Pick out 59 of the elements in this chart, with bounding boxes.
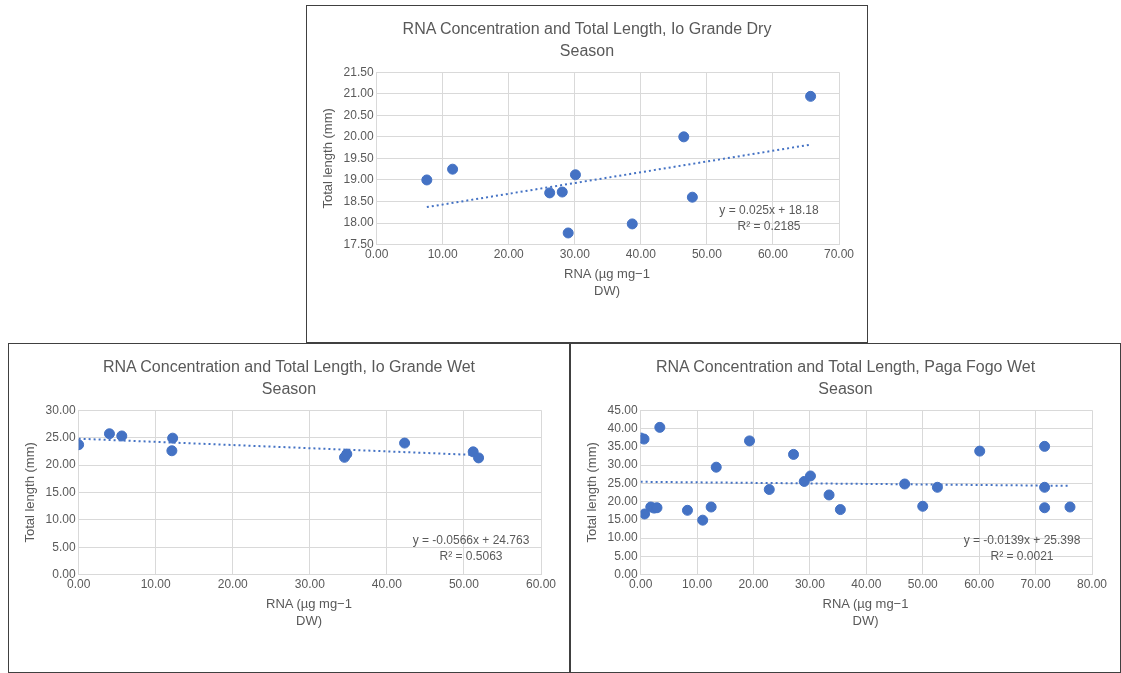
y-tick-label: 20.00 xyxy=(607,493,638,508)
annotation: R² = 0.0021 xyxy=(990,548,1054,563)
annotation: R² = 0.2185 xyxy=(737,218,801,233)
x-tick-label: 70.00 xyxy=(823,247,855,262)
y-tick-label: 20.50 xyxy=(343,107,374,122)
y-tick-label: 20.00 xyxy=(45,457,76,472)
x-tick-label: 10.00 xyxy=(140,577,172,592)
y-tick-label: 19.50 xyxy=(343,150,374,165)
x-tick-label: 30.00 xyxy=(559,247,591,262)
x-tick-label: 50.00 xyxy=(907,577,939,592)
y-tick-label: 18.50 xyxy=(343,193,374,208)
y-tick-label: 15.00 xyxy=(607,512,638,527)
y-tick-label: 15.00 xyxy=(45,484,76,499)
annotation: y = -0.0139x + 25.398 xyxy=(963,532,1081,547)
x-tick-label: 40.00 xyxy=(371,577,403,592)
y-tick-label: 30.00 xyxy=(45,402,76,417)
x-tick-label: 60.00 xyxy=(757,247,789,262)
x-tick-label: 40.00 xyxy=(851,577,882,592)
y-tick-label: 45.00 xyxy=(607,402,638,417)
y-tick-label: 5.00 xyxy=(52,539,76,554)
y-tick-label: 5.00 xyxy=(614,548,638,563)
y-tick-label: 40.00 xyxy=(607,420,638,435)
x-tick-label: 30.00 xyxy=(794,577,826,592)
y-tick-label: 35.00 xyxy=(607,439,638,454)
annotation: R² = 0.5063 xyxy=(439,548,503,563)
x-tick-label: 40.00 xyxy=(625,247,657,262)
x-tick-label: 20.00 xyxy=(493,247,525,262)
y-tick-label: 25.00 xyxy=(607,475,638,490)
annotation: y = 0.025x + 18.18 xyxy=(719,202,820,217)
y-tick-label: 25.00 xyxy=(45,429,76,444)
x-tick-label: 10.00 xyxy=(682,577,713,592)
x-tick-label: 80.00 xyxy=(1076,577,1108,592)
y-axis-title: Total length (mm) xyxy=(584,442,600,543)
y-tick-label: 10.00 xyxy=(45,512,76,527)
x-tick-label: 50.00 xyxy=(691,247,723,262)
y-tick-label: 10.00 xyxy=(607,530,638,545)
x-tick-label: 30.00 xyxy=(294,577,326,592)
x-axis-title: RNA (µg mg−1 DW) xyxy=(563,265,651,299)
chart-title: RNA Concentration and Total Length, Paga Fogo Wet Season xyxy=(654,357,1037,399)
y-tick-label: 21.50 xyxy=(343,64,374,79)
chart-title: RNA Concentration and Total Length, Io Grande Wet Season xyxy=(101,357,477,399)
y-tick-label: 18.00 xyxy=(343,215,374,230)
y-tick-label: 30.00 xyxy=(607,457,638,472)
chart-title: RNA Concentration and Total Length, Io Grande Dry Season xyxy=(401,19,773,61)
x-tick-label: 50.00 xyxy=(448,577,480,592)
y-axis-title: Total length (mm) xyxy=(22,442,38,543)
x-tick-label: 60.00 xyxy=(525,577,557,592)
x-axis-title: RNA (µg mg−1 DW) xyxy=(265,595,353,629)
y-tick-label: 21.00 xyxy=(343,86,374,101)
x-tick-label: 10.00 xyxy=(427,247,459,262)
x-tick-label: 70.00 xyxy=(1020,577,1051,592)
y-axis-title: Total length (mm) xyxy=(320,108,336,209)
x-tick-label: 20.00 xyxy=(217,577,249,592)
y-tick-label: 19.00 xyxy=(343,172,374,187)
x-axis-title: RNA (µg mg−1 DW) xyxy=(821,595,910,629)
x-tick-label: 20.00 xyxy=(738,577,769,592)
y-tick-label: 20.00 xyxy=(343,129,374,144)
annotation: y = -0.0566x + 24.763 xyxy=(412,532,530,547)
x-tick-label: 60.00 xyxy=(964,577,995,592)
